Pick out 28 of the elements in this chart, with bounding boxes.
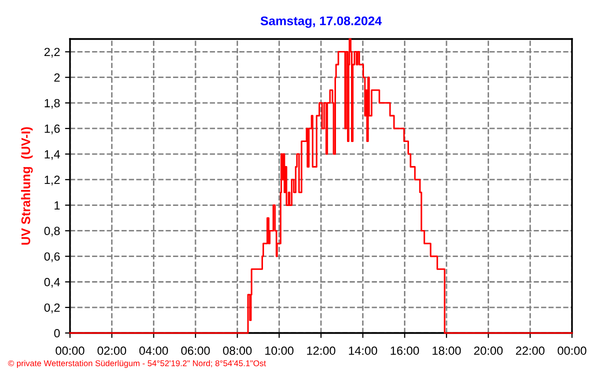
x-tick-label: 00:00	[56, 346, 84, 355]
chart-title: Samstag, 17.08.2024	[260, 16, 382, 28]
x-tick-label: 22:00	[516, 346, 544, 355]
y-tick-label: 1,4	[44, 150, 60, 160]
y-tick-label: 1,2	[44, 176, 60, 186]
x-tick-label: 08:00	[223, 346, 252, 355]
x-tick-label: 02:00	[98, 346, 126, 355]
y-tick-label: 0,2	[44, 303, 60, 314]
x-tick-label: 00:00	[558, 346, 586, 355]
x-tick-label: 14:00	[348, 346, 378, 355]
x-tick-label: 06:00	[181, 346, 210, 355]
text: © private Wetterstation Süderlügum - 54°52'19.2" Nord; 8°54'45.1"Ost	[8, 360, 266, 368]
x-tick-label: 18:00	[432, 346, 461, 355]
y-tick-label: 2,2	[44, 48, 60, 58]
y-tick-label: 1,8	[44, 98, 60, 109]
y-axis-title: UV Strahlung (UV-I)	[21, 127, 33, 245]
x-tick-label: 16:00	[390, 346, 419, 355]
y-tick-label: 0,8	[44, 226, 60, 237]
x-tick-label: 10:00	[265, 346, 294, 355]
y-tick-label: 1	[54, 201, 60, 210]
y-tick-label: 2	[54, 73, 60, 82]
y-tick-label: 1,6	[44, 124, 60, 134]
x-tick-label: 04:00	[139, 346, 168, 355]
x-tick-label: 12:00	[307, 346, 336, 355]
y-tick-label: 0	[54, 329, 60, 338]
x-tick-label: 20:00	[474, 346, 503, 355]
y-tick-label: 0,6	[44, 252, 60, 262]
y-tick-label: 0,4	[44, 278, 60, 288]
